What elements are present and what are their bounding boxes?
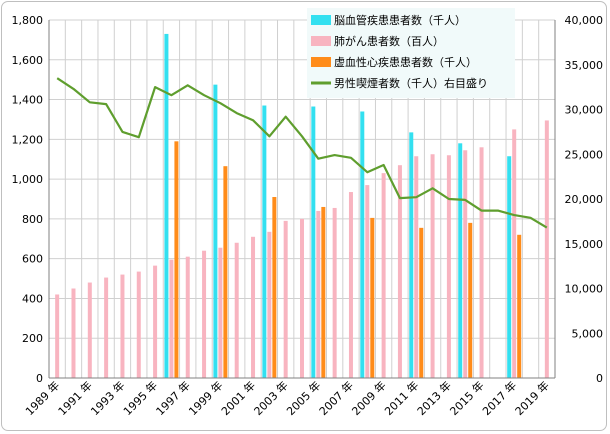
y-tick-label: 0 [36, 372, 43, 385]
bar-f8b4c0 [218, 247, 223, 378]
bar-33e0f0 [409, 132, 414, 378]
bar-f8b4c0 [512, 129, 517, 378]
bar-33e0f0 [164, 33, 169, 379]
legend-label: 男性喫煙者数（千人）右目盛り [334, 76, 488, 90]
bar-f8b4c0 [397, 165, 402, 378]
bar-f8b4c0 [71, 288, 76, 378]
bar-ff8c1a [517, 234, 522, 378]
x-tick-label: 1997 年 [153, 378, 193, 418]
bar-ff8c1a [321, 206, 326, 378]
x-tick-label: 1995 年 [120, 378, 160, 418]
bar-f8b4c0 [283, 220, 288, 378]
y2-tick-label: 20,000 [565, 193, 604, 206]
bar-f8b4c0 [55, 294, 60, 378]
y-tick-label: 800 [22, 213, 43, 226]
x-tick-label: 2005 年 [283, 378, 323, 418]
y2-tick-label: 25,000 [565, 148, 604, 161]
y-tick-label: 1,800 [12, 14, 44, 27]
x-tick-label: 2015 年 [447, 378, 487, 418]
bar-f8b4c0 [463, 150, 468, 378]
y2-tick-label: 35,000 [565, 59, 604, 72]
x-tick-label: 2017 年 [479, 378, 519, 418]
y-tick-label: 1,400 [12, 94, 44, 107]
bar-f8b4c0 [136, 271, 141, 378]
x-tick-label: 2009 年 [349, 378, 389, 418]
x-tick-label: 2007 年 [316, 378, 356, 418]
y2-tick-label: 0 [596, 372, 603, 385]
legend-box [307, 8, 515, 98]
x-tick-label: 2003 年 [251, 378, 291, 418]
y-tick-label: 1,600 [12, 54, 44, 67]
bar-f8b4c0 [185, 256, 190, 378]
bar-ff8c1a [419, 227, 424, 378]
bar-f8b4c0 [446, 155, 451, 378]
bar-f8b4c0 [316, 210, 321, 378]
x-tick-label: 2001 年 [218, 378, 258, 418]
bar-33e0f0 [262, 105, 267, 379]
y-tick-label: 1,200 [12, 133, 44, 146]
bar-ff8c1a [223, 166, 228, 378]
bar-f8b4c0 [479, 147, 484, 378]
bar-ff8c1a [468, 222, 473, 378]
bar-f8b4c0 [365, 185, 370, 378]
bar-f8b4c0 [169, 259, 174, 378]
bar-f8b4c0 [348, 192, 353, 378]
line-series-smokers [56, 77, 548, 229]
bar-f8b4c0 [267, 231, 272, 378]
y-tick-label: 1,000 [12, 173, 44, 186]
legend-label: 脳血管疾患患者数（千人） [334, 13, 466, 27]
bar-33e0f0 [507, 156, 512, 378]
y2-tick-label: 15,000 [565, 238, 604, 251]
y-tick-label: 400 [22, 292, 43, 305]
smoking-line [56, 77, 548, 229]
y-tick-label: 600 [22, 253, 43, 266]
y-tick-label: 200 [22, 332, 43, 345]
x-tick-label: 1991 年 [55, 378, 95, 418]
bar-f8b4c0 [234, 242, 239, 378]
bar-f8b4c0 [381, 173, 386, 378]
legend-swatch [311, 15, 331, 25]
y2-tick-label: 10,000 [565, 283, 604, 296]
bar-33e0f0 [311, 106, 316, 379]
bar-f8b4c0 [414, 156, 419, 378]
x-tick-label: 2011 年 [381, 378, 421, 418]
bar-f8b4c0 [332, 207, 337, 378]
bar-f8b4c0 [430, 154, 435, 378]
legend: 脳血管疾患患者数（千人） 肺がん患者数（百人） 虚血性心疾患患者数（千人） 男性喫煙者… [307, 8, 515, 98]
bar-f8b4c0 [300, 218, 304, 378]
bar-ff8c1a [272, 197, 277, 378]
x-tick-label: 2019 年 [512, 378, 552, 418]
bar-f8b4c0 [87, 282, 92, 378]
x-tick-label: 1999 年 [186, 378, 226, 418]
bar-ff8c1a [370, 217, 375, 378]
y2-tick-label: 40,000 [565, 14, 604, 27]
bar-ff8c1a [174, 141, 179, 378]
legend-swatch [311, 57, 331, 67]
bar-f8b4c0 [104, 277, 109, 378]
bar-f8b4c0 [202, 250, 207, 378]
bar-f8b4c0 [251, 236, 256, 378]
x-tick-label: 2013 年 [414, 378, 454, 418]
legend-swatch [311, 36, 331, 46]
x-tick-label: 1993 年 [88, 378, 128, 418]
legend-label: 肺がん患者数（百人） [334, 34, 444, 48]
bar-33e0f0 [360, 111, 365, 378]
y2-tick-label: 30,000 [565, 104, 604, 117]
bar-33e0f0 [213, 84, 218, 378]
bars [55, 33, 549, 379]
y2-tick-label: 5,000 [572, 327, 604, 340]
bar-f8b4c0 [120, 274, 125, 378]
bar-f8b4c0 [153, 265, 158, 378]
legend-label: 虚血性心疾患患者数（千人） [334, 55, 477, 69]
bar-f8b4c0 [544, 120, 549, 378]
bar-33e0f0 [458, 143, 463, 378]
